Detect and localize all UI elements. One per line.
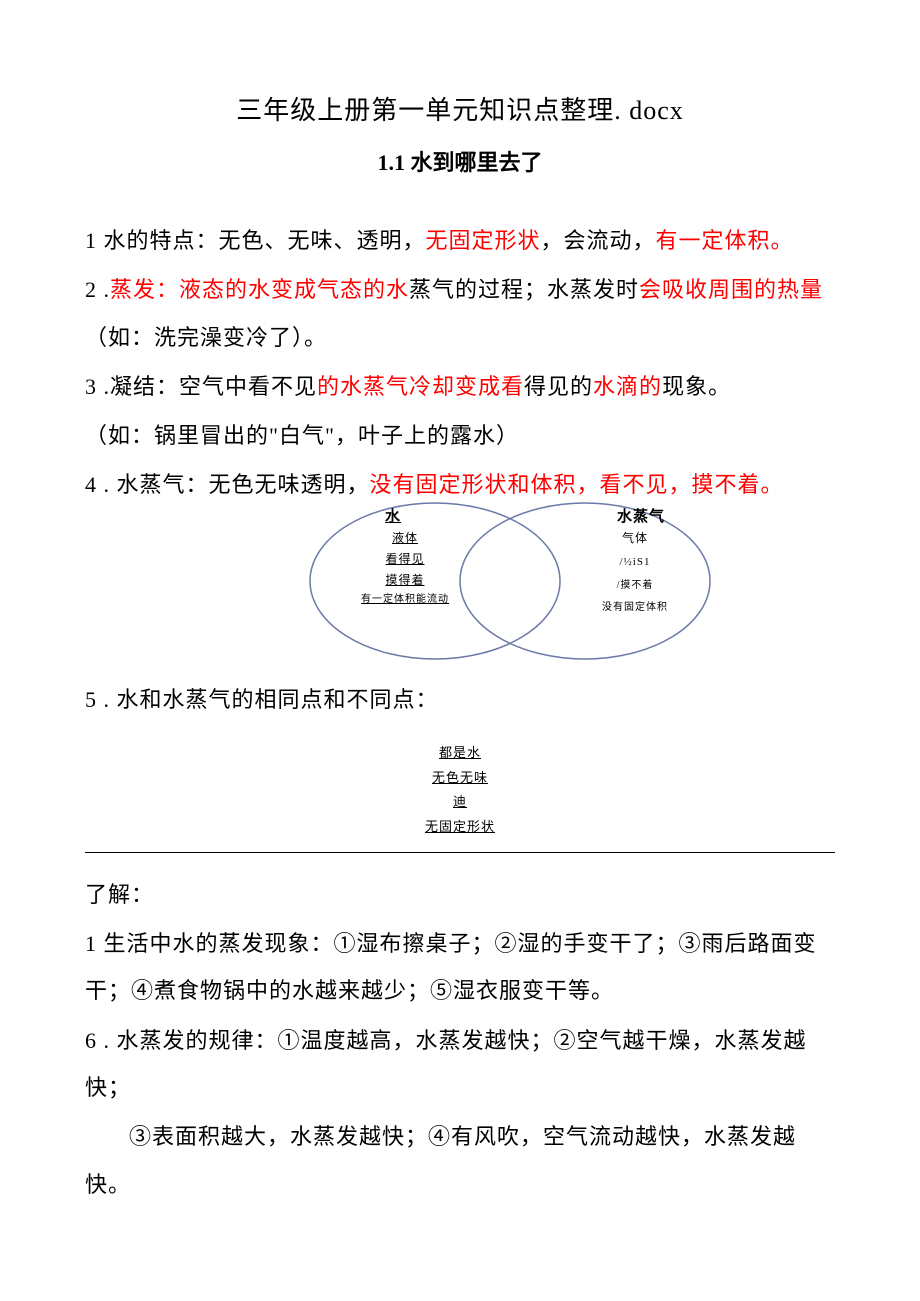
p3-text-e: 现象。 [662, 374, 731, 399]
center-common-items: 都是水 无色无味 迪 无固定形状 [85, 741, 835, 840]
p1-text-c: ，会流动， [541, 228, 656, 253]
venn-left-items: 液体 看得见 摸得着 有一定体积能流动 [345, 529, 465, 611]
venn-right-item-3: 没有固定体积 [575, 600, 695, 616]
p3-highlight-b: 的水蒸气冷却变成看 [317, 374, 524, 399]
paragraph-5: 5 . 水和水蒸气的相同点和不同点： [85, 676, 835, 723]
understand-heading: 了解： [85, 871, 835, 918]
venn-diagram: 水 水蒸气 液体 看得见 摸得着 有一定体积能流动 气体 /½iS1 /摸不着 … [290, 491, 730, 671]
p2-text-a: 2 . [85, 277, 110, 302]
p2-text-c: 蒸气的过程；水蒸发时 [409, 277, 639, 302]
venn-left-item-1: 液体 [345, 529, 465, 548]
p3-text-f: （如：锅里冒出的"白气"，叶子上的露水） [85, 423, 519, 448]
p2-text-e: （如：洗完澡变冷了）。 [85, 325, 327, 350]
document-title: 三年级上册第一单元知识点整理. docx [85, 90, 835, 127]
paragraph-2: 2 .蒸发：液态的水变成气态的水蒸气的过程；水蒸发时会吸收周围的热量 （如：洗完澡… [85, 266, 835, 361]
venn-right-items: 气体 /½iS1 /摸不着 没有固定体积 [575, 529, 695, 616]
p1-text-a: 1 水的特点：无色、无味、透明， [85, 228, 426, 253]
venn-left-item-2: 看得见 [345, 550, 465, 569]
p2-highlight-b: 蒸发：液态的水变成气态的水 [110, 277, 409, 302]
venn-right-item-2: /摸不着 [575, 578, 695, 594]
center-item-3: 迪 [85, 790, 835, 815]
paragraph-7: 6 . 水蒸发的规律：①温度越高，水蒸发越快；②空气越干燥，水蒸发越快； [85, 1017, 835, 1112]
p2-highlight-d: 会吸收周围的热量 [639, 277, 823, 302]
p3-highlight-d: 水滴的 [593, 374, 662, 399]
venn-right-item-1: /½iS1 [575, 554, 695, 572]
center-item-4: 无固定形状 [85, 815, 835, 840]
p1-highlight-b: 无固定形状 [426, 228, 541, 253]
section-subtitle: 1.1 水到哪里去了 [85, 145, 835, 177]
venn-right-gas: 气体 [575, 529, 695, 548]
p3-text-c: 得见的 [524, 374, 593, 399]
divider-line [85, 852, 835, 853]
venn-left-item-4: 有一定体积能流动 [345, 592, 465, 608]
p1-highlight-d: 有一定体积。 [656, 228, 794, 253]
content-body: 1 水的特点：无色、无味、透明，无固定形状，会流动，有一定体积。 2 .蒸发：液… [85, 217, 835, 1208]
center-item-2: 无色无味 [85, 766, 835, 791]
paragraph-8: ③表面积越大，水蒸发越快；④有风吹，空气流动越快，水蒸发越快。 [85, 1113, 835, 1208]
paragraph-3-cont: （如：锅里冒出的"白气"，叶子上的露水） [85, 412, 835, 459]
paragraph-6: 1 生活中水的蒸发现象：①湿布擦桌子；②湿的手变干了；③雨后路面变干；④煮食物锅… [85, 920, 835, 1015]
paragraph-3: 3 .凝结：空气中看不见的水蒸气冷却变成看得见的水滴的现象。 [85, 363, 835, 410]
center-item-1: 都是水 [85, 741, 835, 766]
paragraph-1: 1 水的特点：无色、无味、透明，无固定形状，会流动，有一定体积。 [85, 217, 835, 264]
venn-left-item-3: 摸得着 [345, 571, 465, 590]
p3-text-a: 3 .凝结：空气中看不见 [85, 374, 317, 399]
